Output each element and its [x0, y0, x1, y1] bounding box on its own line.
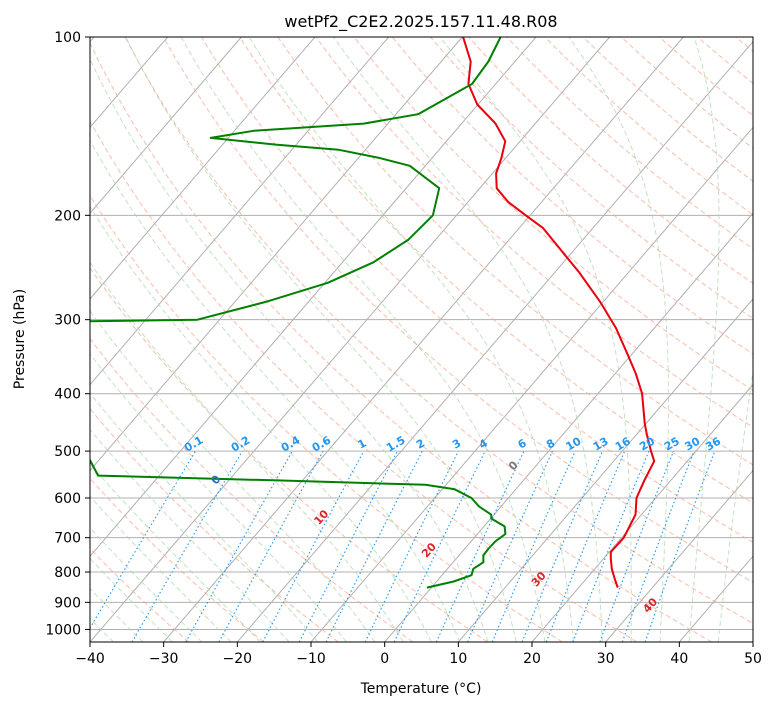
y-tick-label: 100	[54, 30, 81, 46]
moist-adiabat-line	[90, 139, 461, 642]
dry-adiabat-line	[124, 37, 753, 624]
x-tick-label: 30	[597, 651, 615, 667]
moist-adiabat-line	[688, 37, 720, 642]
x-axis-ticks: −40 −30 −20 −10 0 10 20 30 40 50	[75, 642, 762, 667]
mixing-ratio-lines	[90, 450, 716, 642]
dry-adiabat-line	[391, 37, 753, 355]
moist-adiabat-line	[90, 392, 319, 642]
moist-adiabat-line	[90, 527, 203, 642]
moist-adiabat-line	[90, 261, 404, 642]
x-tick-label: 0	[380, 651, 389, 667]
isotherm-line	[531, 383, 753, 642]
isotherm-line	[90, 37, 390, 386]
dry-adiabats	[90, 37, 753, 642]
moist-adiabat-line	[568, 37, 669, 642]
moist-adiabat-line	[125, 37, 517, 642]
moist-adiabat-line	[439, 37, 632, 642]
y-tick-label: 900	[54, 595, 81, 611]
plot-area: 0.10.20.40.611.52346810131620253036-100-…	[90, 37, 753, 642]
mixing-ratio-line	[545, 450, 626, 642]
y-tick-label: 600	[54, 491, 81, 507]
moist-adiabat-line	[90, 309, 376, 642]
x-tick-label: −40	[75, 651, 105, 667]
mixing-ratio-line	[572, 450, 650, 642]
isotherm-line	[90, 37, 463, 472]
y-tick-label: 300	[54, 313, 81, 329]
mixing-ratio-line	[599, 450, 675, 642]
moist-adiabat-line	[90, 587, 144, 642]
temperature-line	[462, 37, 656, 588]
moist-adiabat-line	[180, 37, 546, 642]
x-tick-label: −30	[149, 651, 179, 667]
x-tick-label: 20	[523, 651, 541, 667]
mixing-ratio-line	[325, 450, 423, 642]
x-tick-label: 40	[670, 651, 688, 667]
mixing-ratio-line	[185, 450, 293, 642]
moist-adiabat-line	[90, 495, 232, 642]
isotherm-line	[384, 212, 753, 642]
y-axis-label: Pressure (hPa)	[12, 289, 28, 389]
isotherm-line	[90, 37, 242, 214]
dry-adiabat-line	[277, 37, 753, 466]
y-axis-ticks: 100 200 300 400 500 600 700 800 900 1000	[45, 30, 90, 638]
moist-adiabat-line	[717, 367, 753, 642]
isotherm-line	[90, 37, 611, 642]
y-tick-label: 200	[54, 208, 81, 224]
moist-adiabat-line	[90, 205, 432, 642]
x-tick-label: −20	[223, 651, 253, 667]
isotherm-line	[163, 37, 684, 642]
moist-adiabat-line	[333, 37, 603, 642]
isotherm-line	[90, 37, 537, 558]
plot-frame	[89, 36, 754, 643]
y-tick-label: 700	[54, 531, 81, 547]
moist-adiabat-line	[90, 353, 347, 642]
moist-adiabat-line	[90, 57, 489, 642]
isobar-grid	[90, 37, 753, 630]
isotherm-line	[605, 469, 753, 642]
moist-adiabats	[90, 37, 753, 642]
chart-title: wetPf2_C2E2.2025.157.11.48.R08	[284, 12, 557, 32]
x-tick-label: −10	[296, 651, 326, 667]
isotherm-line	[236, 40, 753, 642]
mixing-ratio-line	[521, 450, 604, 642]
moist-adiabat-line	[90, 428, 290, 642]
mixing-ratio-line	[466, 450, 554, 642]
dry-adiabat-line	[90, 267, 488, 642]
dry-adiabat-line	[201, 37, 753, 543]
dry-adiabat-line	[353, 37, 753, 391]
isotherm-line	[457, 298, 753, 642]
dry-adiabat-line	[90, 337, 414, 642]
moist-adiabat-line	[90, 463, 261, 642]
mixing-ratio-line	[644, 450, 716, 642]
dry-adiabat-line	[90, 120, 638, 642]
y-tick-label: 500	[54, 444, 81, 460]
y-tick-label: 1000	[45, 622, 81, 638]
y-tick-label: 400	[54, 387, 81, 403]
x-axis-label: Temperature (°C)	[360, 681, 482, 697]
profile-series	[90, 37, 656, 589]
moist-adiabat-line	[90, 557, 173, 642]
mixing-ratio-line	[621, 450, 695, 642]
dry-adiabat-line	[90, 477, 264, 642]
moist-adiabat-line	[248, 37, 575, 642]
isotherm-line	[90, 37, 316, 300]
dewpoint-line	[90, 37, 507, 589]
x-tick-label: 10	[449, 651, 467, 667]
isotherm-grid	[90, 37, 753, 642]
isotherm-line	[310, 126, 753, 642]
mixing-ratio-line	[218, 450, 324, 642]
y-tick-label: 800	[54, 565, 81, 581]
dry-adiabat-line	[162, 37, 753, 584]
mixing-ratio-line	[262, 450, 365, 642]
dry-adiabat-line	[90, 407, 339, 642]
mixing-ratio-line	[364, 450, 459, 642]
dry-adiabat-line	[239, 37, 753, 504]
dry-adiabat-line	[90, 42, 712, 642]
x-tick-label: 50	[744, 651, 762, 667]
dry-adiabat-line	[90, 194, 563, 642]
mixing-ratio-line	[491, 450, 576, 642]
